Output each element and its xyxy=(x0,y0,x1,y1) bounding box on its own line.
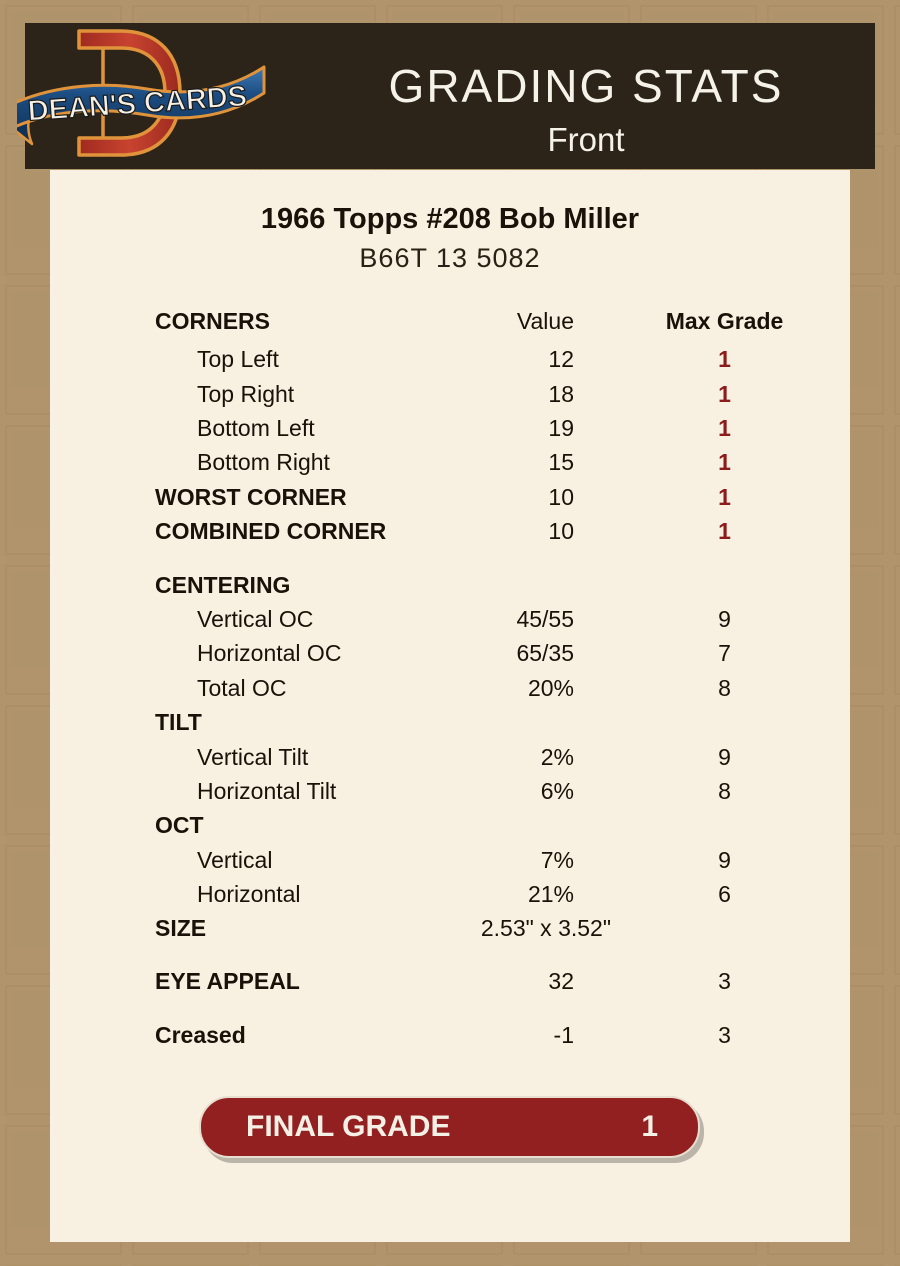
svg-text:DEAN'S CARDS: DEAN'S CARDS xyxy=(27,80,248,127)
